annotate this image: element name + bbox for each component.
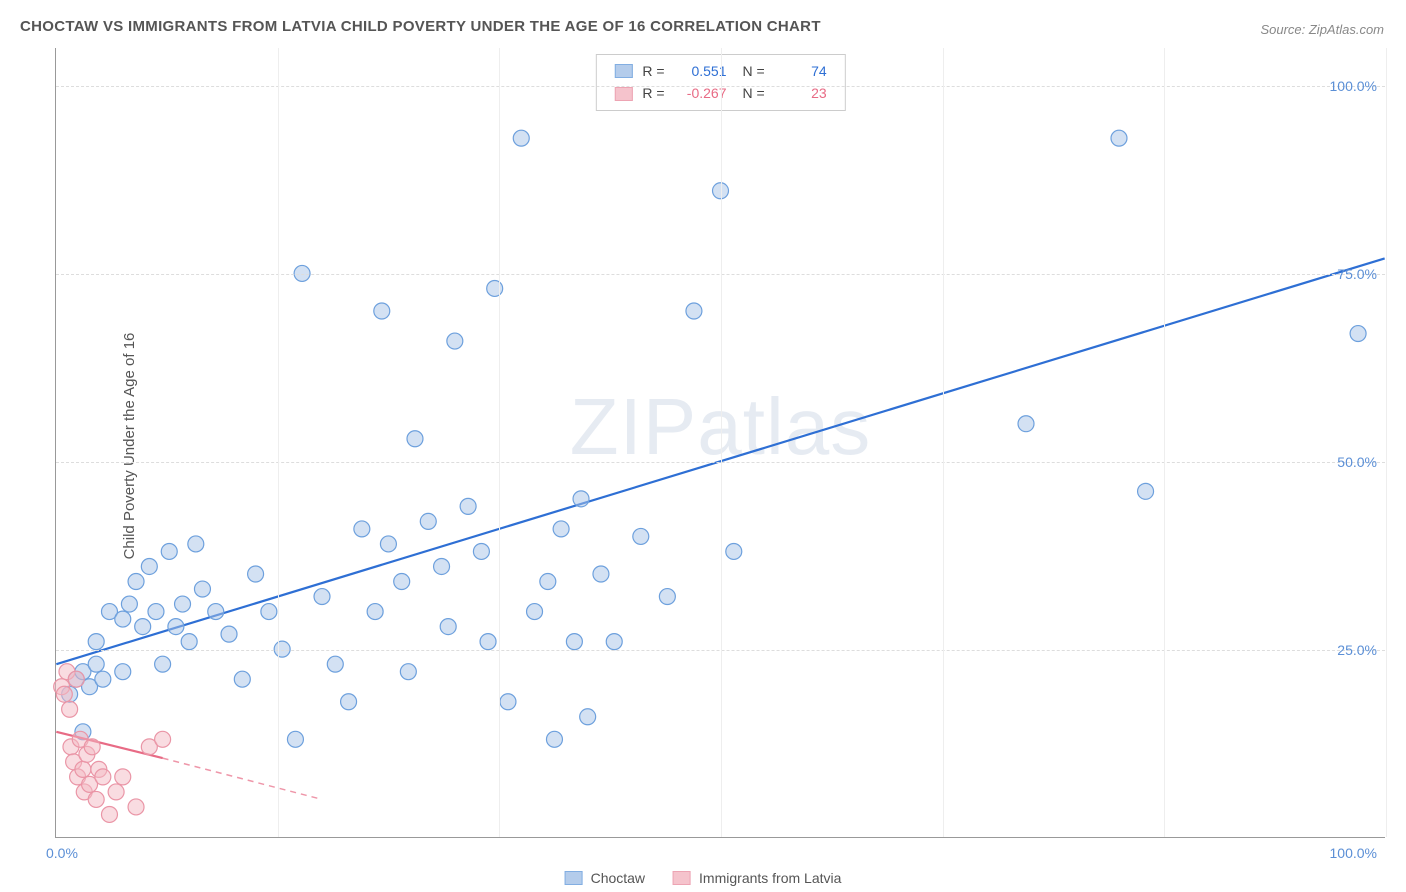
source-label: Source: ZipAtlas.com [1260, 22, 1384, 37]
chart-container: CHOCTAW VS IMMIGRANTS FROM LATVIA CHILD … [0, 0, 1406, 892]
gridline-v [721, 48, 722, 837]
legend-swatch-2 [673, 871, 691, 885]
gridline-v [1386, 48, 1387, 837]
legend-label-1: Choctaw [591, 870, 645, 886]
y-tick-label: 75.0% [1337, 266, 1377, 282]
legend-item-2: Immigrants from Latvia [673, 870, 841, 886]
gridline-v [278, 48, 279, 837]
legend: Choctaw Immigrants from Latvia [565, 870, 842, 886]
x-tick-min: 0.0% [46, 845, 78, 861]
y-tick-label: 50.0% [1337, 454, 1377, 470]
n-label: N = [743, 60, 765, 82]
legend-item-1: Choctaw [565, 870, 645, 886]
gridline-v [1164, 48, 1165, 837]
legend-label-2: Immigrants from Latvia [699, 870, 841, 886]
legend-swatch-1 [565, 871, 583, 885]
x-tick-max: 100.0% [1330, 845, 1377, 861]
n-value-1: 74 [771, 60, 827, 82]
gridline-v [499, 48, 500, 837]
r-label: R = [642, 60, 664, 82]
y-tick-label: 25.0% [1337, 642, 1377, 658]
swatch-series-1 [614, 64, 632, 78]
swatch-series-2 [614, 87, 632, 101]
plot-area: ZIPatlas 0.0% 100.0% R = 0.551 N = 74 R … [55, 48, 1385, 838]
y-tick-label: 100.0% [1330, 78, 1377, 94]
gridline-v [943, 48, 944, 837]
r-value-1: 0.551 [671, 60, 727, 82]
chart-title: CHOCTAW VS IMMIGRANTS FROM LATVIA CHILD … [20, 18, 821, 35]
